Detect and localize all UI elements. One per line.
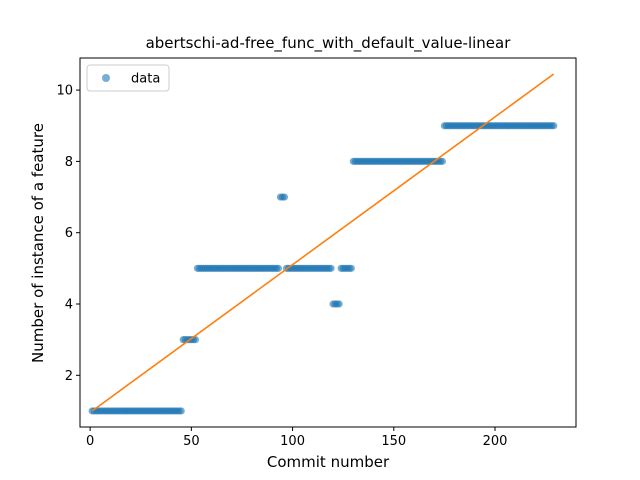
data-point [348, 265, 355, 272]
y-tick-label: 8 [65, 155, 73, 170]
data-point [327, 265, 334, 272]
plot-area [80, 58, 576, 427]
x-tick-label: 50 [183, 434, 200, 449]
data-point [336, 300, 343, 307]
x-tick-label: 0 [86, 434, 94, 449]
y-tick-label: 2 [65, 369, 73, 384]
plot-background [80, 58, 576, 427]
x-tick-label: 200 [483, 434, 508, 449]
data-point [275, 265, 282, 272]
x-tick-label: 100 [280, 434, 305, 449]
y-tick-label: 6 [65, 226, 73, 241]
chart-title: abertschi-ad-free_func_with_default_valu… [146, 34, 512, 53]
x-axis-label: Commit number [267, 453, 390, 471]
x-tick-label: 150 [381, 434, 406, 449]
legend: data [87, 65, 169, 91]
data-point [281, 193, 288, 200]
y-axis-label: Number of instance of a feature [29, 123, 47, 363]
data-point [550, 122, 557, 129]
y-tick-label: 10 [56, 84, 73, 99]
data-point [178, 407, 185, 414]
y-tick-label: 4 [65, 298, 73, 313]
legend-marker [102, 74, 110, 82]
data-point [439, 158, 446, 165]
legend-label: data [131, 72, 160, 87]
